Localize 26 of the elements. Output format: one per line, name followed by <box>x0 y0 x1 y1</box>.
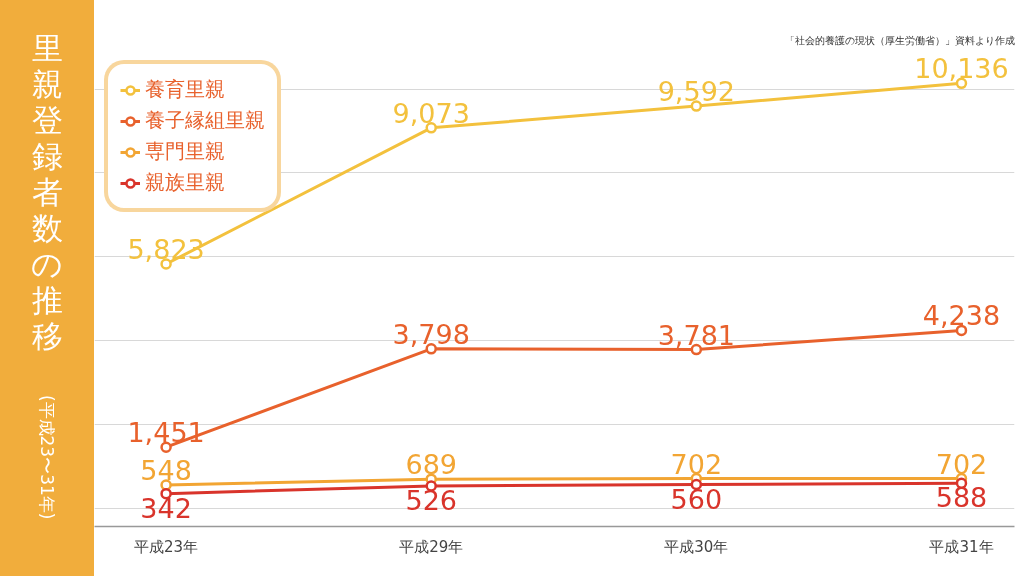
data-label: 526 <box>405 484 457 516</box>
data-label: 1,451 <box>127 417 205 449</box>
data-label: 3,798 <box>392 318 470 350</box>
data-label: 10,136 <box>914 53 1009 85</box>
data-label: 9,073 <box>392 97 470 129</box>
data-label: 4,238 <box>922 300 1001 332</box>
x-tick-label: 平成23年 <box>134 537 199 556</box>
legend-label: 養子縁組里親 <box>145 107 265 134</box>
legend-label: 養育里親 <box>145 76 225 103</box>
legend-label: 親族里親 <box>145 169 225 196</box>
data-label: 689 <box>405 449 457 481</box>
text: 「社会的養護の現状（厚生労働省）」資料より作成 <box>784 34 1015 46</box>
x-tick-label: 平成29年 <box>399 537 464 556</box>
x-tick-label: 平成31年 <box>929 537 994 556</box>
data-label: 702 <box>670 448 723 480</box>
x-tick-label: 平成30年 <box>664 537 729 556</box>
text: (平成23〜31年) <box>36 393 59 522</box>
data-label: 548 <box>140 455 192 487</box>
data-label: 702 <box>935 448 988 480</box>
data-label: 588 <box>935 482 988 514</box>
chart-title: 里親登録者数の推移 <box>31 30 63 354</box>
data-label: 342 <box>140 492 192 524</box>
data-label: 3,781 <box>657 319 735 351</box>
data-label: 560 <box>670 483 723 515</box>
legend-label: 専門里親 <box>145 138 225 165</box>
data-label: 9,592 <box>657 76 735 108</box>
